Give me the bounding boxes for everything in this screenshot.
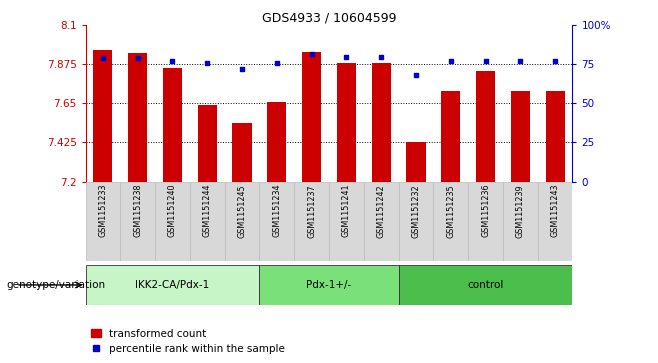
- Bar: [232, 123, 251, 182]
- Point: [272, 60, 282, 66]
- Point: [237, 66, 247, 72]
- Text: GSM1151245: GSM1151245: [238, 184, 247, 237]
- Bar: [86, 265, 259, 305]
- Text: IKK2-CA/Pdx-1: IKK2-CA/Pdx-1: [136, 280, 210, 290]
- Text: GSM1151239: GSM1151239: [516, 184, 525, 237]
- Bar: [120, 182, 155, 261]
- Bar: [197, 105, 217, 182]
- Bar: [434, 182, 468, 261]
- Bar: [399, 182, 434, 261]
- Point: [307, 50, 317, 56]
- Point: [445, 58, 456, 64]
- Bar: [468, 182, 503, 261]
- Point: [550, 58, 561, 64]
- Bar: [329, 182, 364, 261]
- Bar: [364, 182, 399, 261]
- Bar: [538, 182, 572, 261]
- Text: GSM1151235: GSM1151235: [446, 184, 455, 237]
- Bar: [441, 91, 461, 182]
- Text: GSM1151238: GSM1151238: [133, 184, 142, 237]
- Bar: [259, 182, 294, 261]
- Point: [97, 55, 108, 61]
- Text: GSM1151243: GSM1151243: [551, 184, 559, 237]
- Point: [515, 58, 526, 64]
- Text: GSM1151234: GSM1151234: [272, 184, 282, 237]
- Bar: [86, 182, 120, 261]
- Text: GSM1151237: GSM1151237: [307, 184, 316, 237]
- Bar: [503, 182, 538, 261]
- Point: [480, 58, 491, 64]
- Bar: [511, 91, 530, 182]
- Point: [167, 58, 178, 64]
- Bar: [267, 102, 286, 182]
- Text: GSM1151242: GSM1151242: [376, 184, 386, 237]
- Bar: [545, 91, 565, 182]
- Bar: [399, 265, 572, 305]
- Text: control: control: [467, 280, 503, 290]
- Text: genotype/variation: genotype/variation: [7, 280, 106, 290]
- Bar: [476, 70, 495, 182]
- Legend: transformed count, percentile rank within the sample: transformed count, percentile rank withi…: [91, 329, 286, 354]
- Bar: [294, 182, 329, 261]
- Bar: [302, 52, 321, 181]
- Point: [411, 73, 421, 78]
- Bar: [155, 182, 190, 261]
- Bar: [163, 68, 182, 182]
- Text: GSM1151244: GSM1151244: [203, 184, 212, 237]
- Bar: [224, 182, 259, 261]
- Bar: [407, 142, 426, 182]
- Text: GSM1151241: GSM1151241: [342, 184, 351, 237]
- Bar: [337, 63, 356, 182]
- Title: GDS4933 / 10604599: GDS4933 / 10604599: [262, 11, 396, 24]
- Text: GSM1151240: GSM1151240: [168, 184, 177, 237]
- Point: [341, 54, 351, 60]
- Text: Pdx-1+/-: Pdx-1+/-: [307, 280, 351, 290]
- Bar: [259, 265, 399, 305]
- Bar: [372, 63, 391, 182]
- Text: GSM1151236: GSM1151236: [481, 184, 490, 237]
- Text: GSM1151233: GSM1151233: [99, 184, 107, 237]
- Bar: [128, 53, 147, 181]
- Bar: [190, 182, 224, 261]
- Point: [376, 54, 386, 60]
- Point: [202, 60, 213, 66]
- Text: GSM1151232: GSM1151232: [411, 184, 420, 237]
- Bar: [93, 50, 113, 182]
- Point: [132, 55, 143, 61]
